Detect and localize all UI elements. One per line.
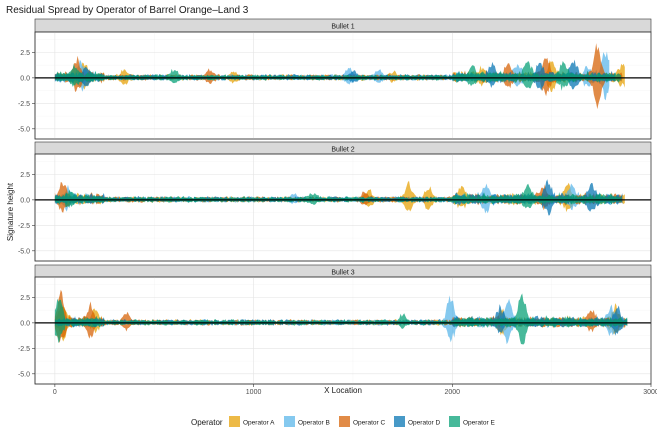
legend-swatch: [284, 416, 295, 427]
panel-strip-label: Bullet 3: [331, 270, 354, 277]
legend-label: Operator D: [408, 420, 440, 427]
y-tick-label: -2.5: [18, 346, 30, 353]
legend-swatch: [449, 416, 460, 427]
chart-title: Residual Spread by Operator of Barrel Or…: [6, 5, 249, 16]
panel-background: [34, 31, 652, 140]
y-tick-label: -5.0: [18, 126, 30, 133]
series-ribbon-operator-e: [54, 60, 622, 91]
panel-strip-label: Bullet 2: [331, 147, 354, 154]
series-ribbon-operator-e: [54, 183, 622, 209]
x-axis-title: X Location: [324, 386, 362, 395]
y-axis-title: Signature height: [6, 182, 15, 241]
legend-label: Operator A: [243, 420, 275, 427]
x-tick-label: 1000: [246, 389, 262, 396]
x-tick-label: 0: [53, 389, 57, 396]
series-group: [54, 179, 625, 216]
series-ribbon-operator-a: [54, 60, 625, 92]
panel-1: Bullet 1 -5.0 -2.5 0.0 2.5: [18, 18, 652, 140]
x-tick-label: 3000: [643, 389, 657, 396]
legend-swatch: [394, 416, 405, 427]
panel-border: [34, 276, 652, 385]
panel-2: Bullet 2 -5.0 -2.5 0.0 2.5: [18, 141, 652, 262]
panels-layer: Bullet 1 -5.0 -2.5 0.0 2.5 Bullet 2 -5.0 -2.5 0.…: [18, 18, 657, 396]
y-tick-label: -5.0: [18, 371, 30, 378]
legend-label: Operator E: [463, 420, 495, 427]
legend-swatch: [229, 416, 240, 427]
y-tick-label: -2.5: [18, 101, 30, 108]
y-tick-label: 0.0: [20, 320, 30, 327]
y-tick-label: 2.5: [20, 172, 30, 179]
y-tick-label: 0.0: [20, 75, 30, 82]
y-tick-label: -5.0: [18, 248, 30, 255]
legend: Operator Operator A Operator B Operator C Op…: [191, 416, 495, 427]
y-tick-label: 2.5: [20, 295, 30, 302]
y-tick-label: 0.0: [20, 197, 30, 204]
panel-strip-label: Bullet 1: [331, 24, 354, 31]
panel-border: [34, 31, 652, 140]
legend-swatch: [339, 416, 350, 427]
y-tick-label: 2.5: [20, 50, 30, 57]
panel-border: [34, 153, 652, 262]
series-ribbon-operator-b: [54, 51, 610, 101]
panel-3: Bullet 3 -5.0 -2.5 0.0 2.5 0 1000 2000 3000: [18, 264, 657, 396]
series-group: [54, 43, 625, 110]
panel-background: [34, 153, 652, 262]
panel-background: [34, 276, 652, 385]
legend-title: Operator: [191, 418, 223, 427]
y-tick-label: -2.5: [18, 223, 30, 230]
x-tick-label: 2000: [445, 389, 461, 396]
legend-label: Operator C: [353, 420, 385, 427]
series-ribbon-operator-e: [54, 293, 628, 345]
legend-label: Operator B: [298, 420, 330, 427]
